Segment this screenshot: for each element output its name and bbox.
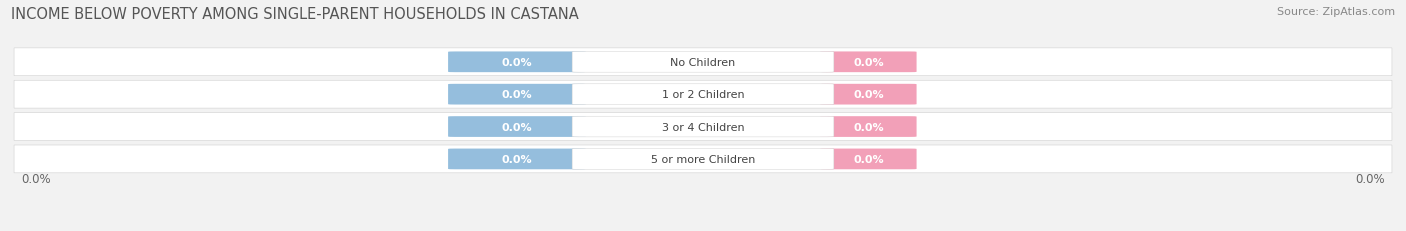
- Text: 0.0%: 0.0%: [502, 122, 533, 132]
- FancyBboxPatch shape: [14, 81, 1392, 109]
- Text: INCOME BELOW POVERTY AMONG SINGLE-PARENT HOUSEHOLDS IN CASTANA: INCOME BELOW POVERTY AMONG SINGLE-PARENT…: [11, 7, 579, 22]
- FancyBboxPatch shape: [449, 149, 586, 170]
- Text: 0.0%: 0.0%: [21, 172, 51, 185]
- Text: 0.0%: 0.0%: [853, 122, 883, 132]
- FancyBboxPatch shape: [820, 117, 917, 137]
- FancyBboxPatch shape: [449, 52, 586, 73]
- Legend: Single Father, Single Mother: Single Father, Single Mother: [593, 228, 813, 231]
- Text: 0.0%: 0.0%: [502, 90, 533, 100]
- Text: 3 or 4 Children: 3 or 4 Children: [662, 122, 744, 132]
- FancyBboxPatch shape: [820, 149, 917, 170]
- Text: 0.0%: 0.0%: [1355, 172, 1385, 185]
- FancyBboxPatch shape: [572, 117, 834, 137]
- Text: 1 or 2 Children: 1 or 2 Children: [662, 90, 744, 100]
- FancyBboxPatch shape: [572, 149, 834, 170]
- FancyBboxPatch shape: [14, 145, 1392, 173]
- FancyBboxPatch shape: [449, 117, 586, 137]
- Text: 0.0%: 0.0%: [853, 154, 883, 164]
- FancyBboxPatch shape: [572, 52, 834, 73]
- Text: 0.0%: 0.0%: [853, 58, 883, 67]
- Text: 5 or more Children: 5 or more Children: [651, 154, 755, 164]
- FancyBboxPatch shape: [572, 85, 834, 105]
- FancyBboxPatch shape: [14, 113, 1392, 141]
- Text: No Children: No Children: [671, 58, 735, 67]
- FancyBboxPatch shape: [449, 85, 586, 105]
- Text: 0.0%: 0.0%: [853, 90, 883, 100]
- FancyBboxPatch shape: [820, 85, 917, 105]
- FancyBboxPatch shape: [820, 52, 917, 73]
- Text: 0.0%: 0.0%: [502, 58, 533, 67]
- FancyBboxPatch shape: [14, 49, 1392, 76]
- Text: Source: ZipAtlas.com: Source: ZipAtlas.com: [1277, 7, 1395, 17]
- Text: 0.0%: 0.0%: [502, 154, 533, 164]
